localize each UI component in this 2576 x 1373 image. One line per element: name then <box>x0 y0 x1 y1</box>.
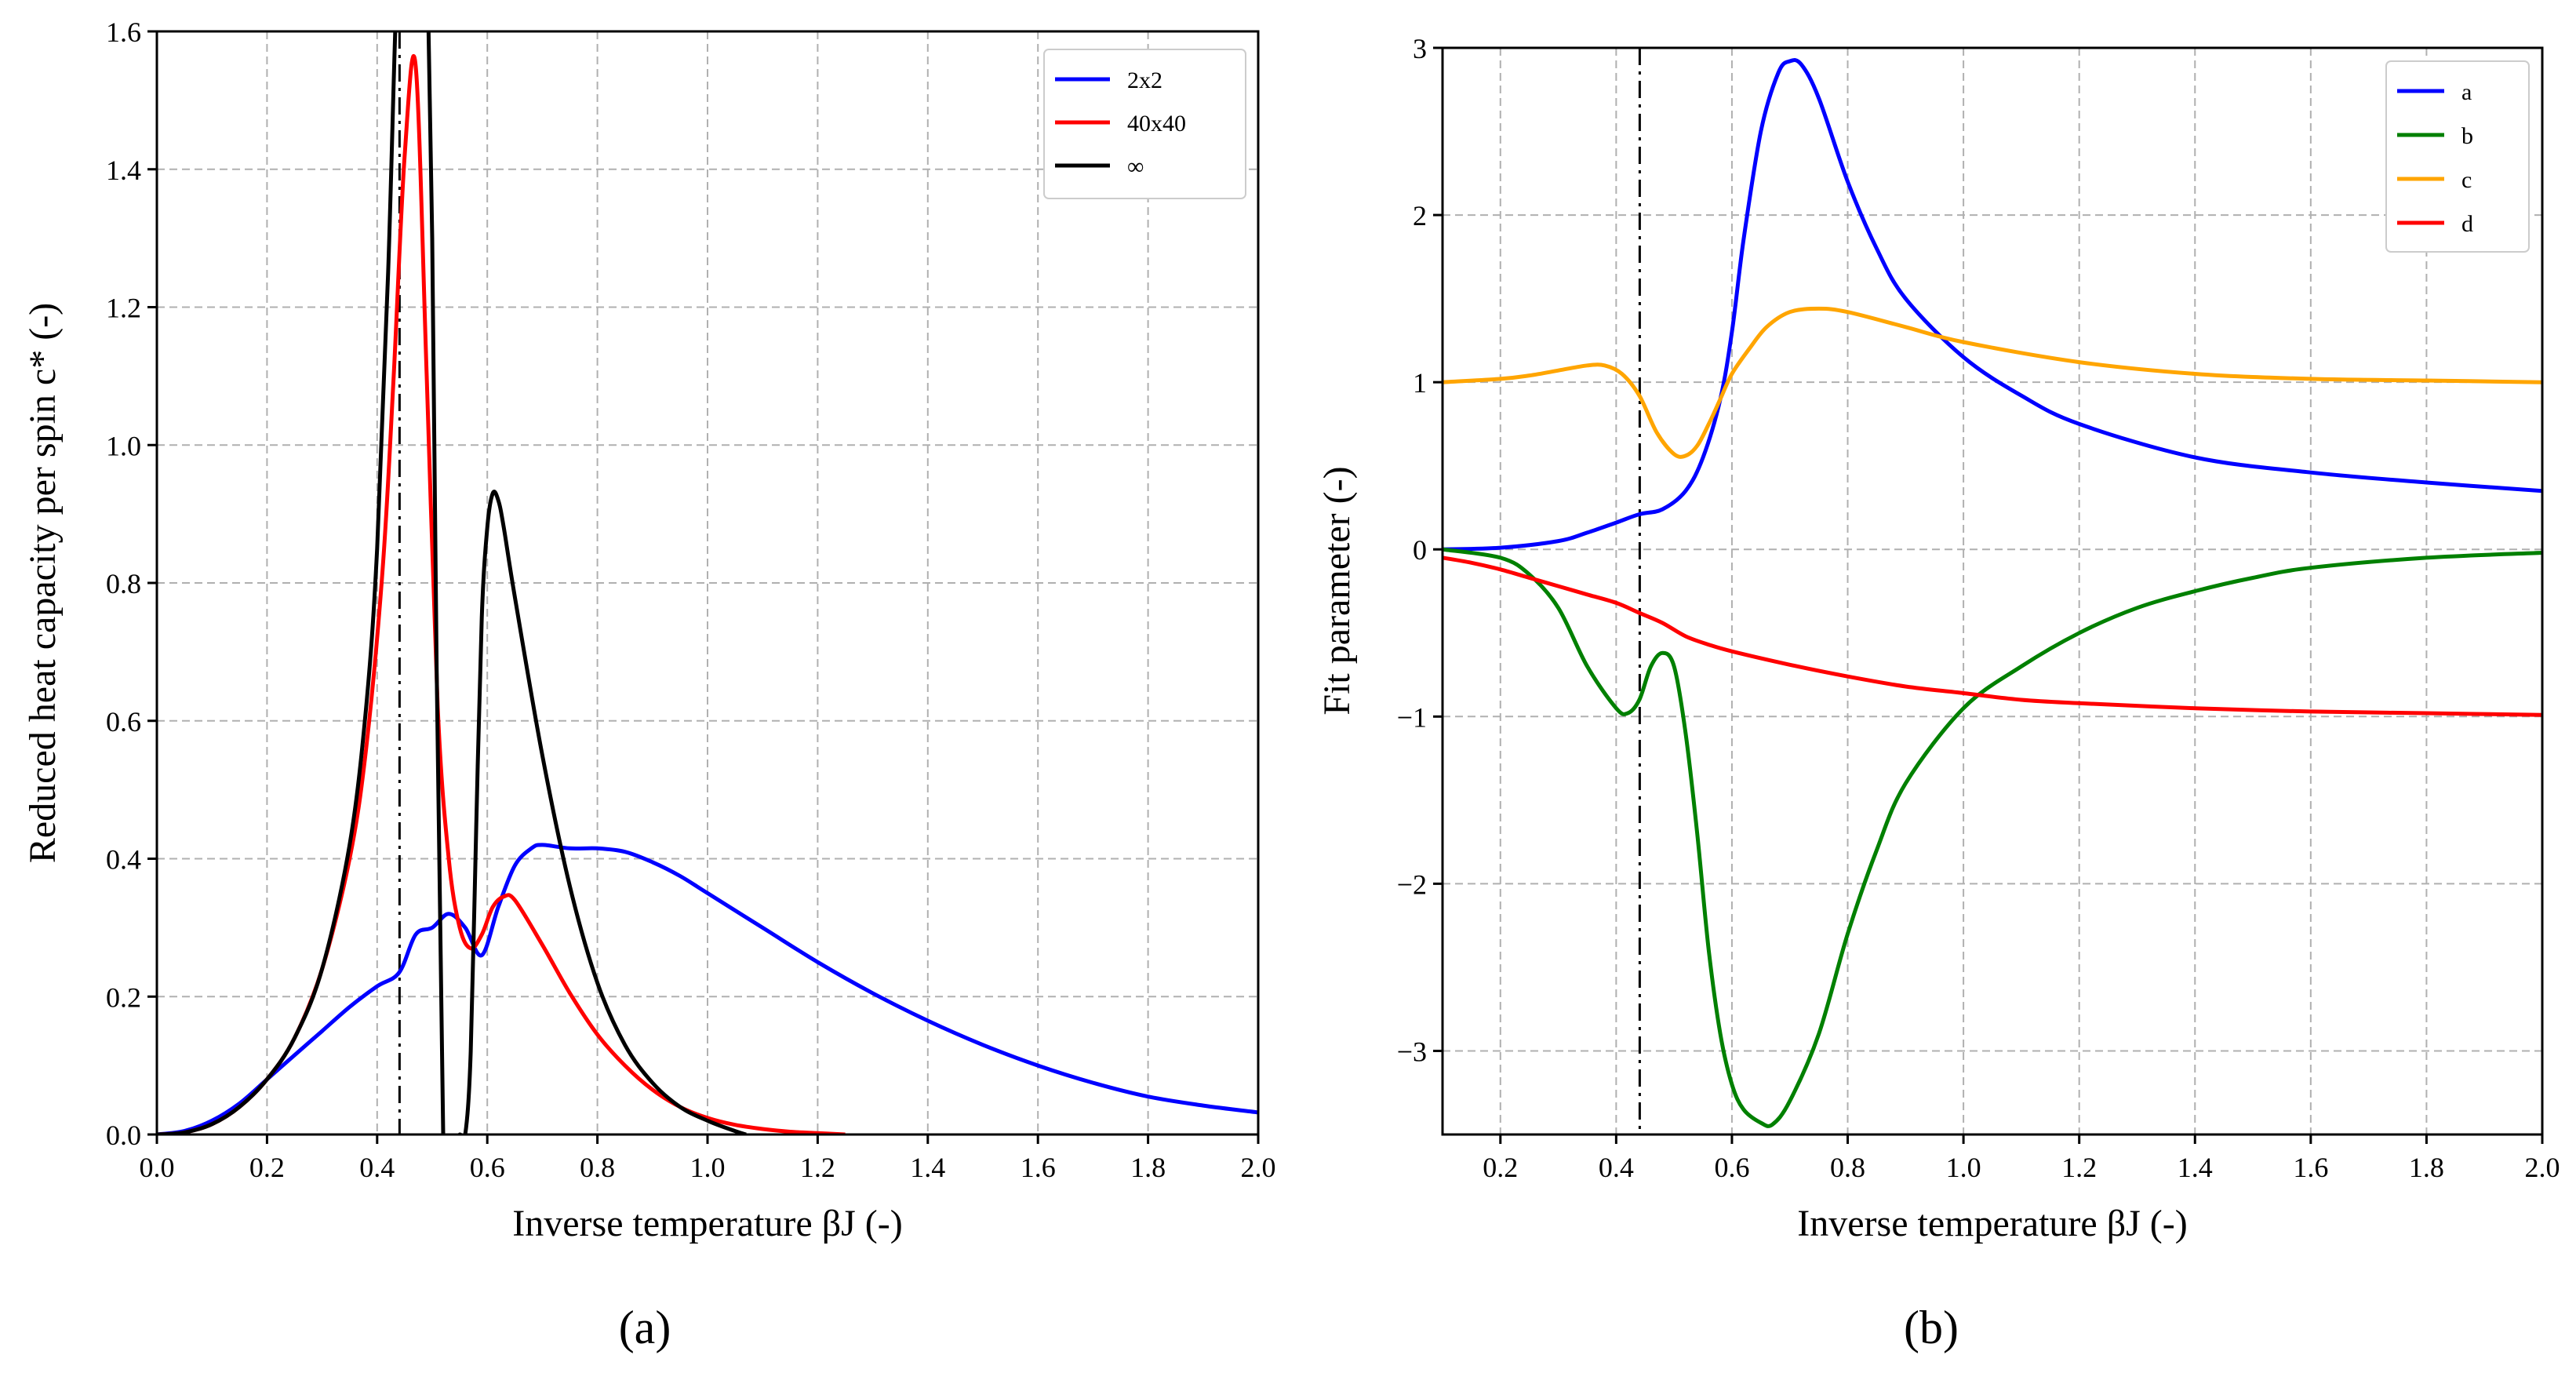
legend-label: ∞ <box>1127 154 1144 180</box>
legend-label: a <box>2461 79 2472 105</box>
series-line-b-c <box>1443 306 2542 459</box>
y-ticks-a: 0.0 0.2 0.4 0.6 0.8 1.0 1.2 1.4 1.6 <box>106 16 157 1151</box>
x-ticks-a: 0.0 0.2 0.4 0.6 0.8 1.0 1.2 1.4 1.6 1.8 2.0 <box>140 1134 1276 1183</box>
x-tick-label: 1.0 <box>690 1152 726 1183</box>
legend-label: 40x40 <box>1127 111 1186 137</box>
x-tick-label: 0.0 <box>140 1152 175 1183</box>
legend-label: b <box>2461 123 2473 149</box>
y-tick-label: 1.4 <box>106 155 141 186</box>
series-line-b-b <box>1443 547 2542 1128</box>
series-line-a-2x2 <box>157 843 1258 1134</box>
panel-label-b: (b) <box>1904 1302 1959 1353</box>
x-tick-label: 1.2 <box>800 1152 835 1183</box>
x-tick-label: 0.2 <box>249 1152 285 1183</box>
legend-a: 2x2 40x40 ∞ <box>1043 49 1246 199</box>
series-line-a-40x40 <box>157 53 846 1134</box>
y-tick-label: 0.4 <box>106 844 141 876</box>
x-ticks-b: 0.2 0.4 0.6 0.8 1.0 1.2 1.4 1.6 1.8 2.0 <box>1483 1134 2560 1183</box>
x-tick-label: 1.2 <box>2061 1152 2097 1183</box>
x-tick-label: 1.0 <box>1946 1152 1981 1183</box>
y-ticks-b: −3 −2 −1 0 1 2 3 <box>1397 33 1443 1067</box>
x-tick-label: 1.4 <box>2178 1152 2213 1183</box>
x-tick-label: 0.6 <box>1714 1152 1749 1183</box>
series-line-b-d <box>1443 555 2542 717</box>
y-axis-label-b: Fit parameter (-) <box>1316 466 1358 715</box>
x-tick-label: 2.0 <box>2525 1152 2560 1183</box>
legend-label: 2x2 <box>1127 67 1162 93</box>
legend-label: d <box>2461 211 2473 237</box>
legend-box-b <box>2385 60 2530 253</box>
x-tick-label: 1.6 <box>2293 1152 2328 1183</box>
legend-label: c <box>2461 167 2472 193</box>
x-tick-label: 0.4 <box>1599 1152 1634 1183</box>
grid-a <box>156 31 1259 1135</box>
x-tick-label: 0.6 <box>470 1152 505 1183</box>
panel-label-a: (a) <box>619 1302 671 1353</box>
y-tick-label: 3 <box>1413 33 1427 64</box>
x-tick-label: 1.8 <box>1130 1152 1166 1183</box>
panel-b: 0.2 0.4 0.6 0.8 1.0 1.2 1.4 1.6 1.8 2.0 −3 −2 −1 0 1 2… <box>1316 33 2560 1353</box>
series-line-a-∞ <box>157 31 747 1134</box>
y-tick-label: 1.0 <box>106 430 141 461</box>
series-line-b-a <box>1443 58 2542 552</box>
grid-b <box>1443 47 2543 1134</box>
x-tick-label: 2.0 <box>1241 1152 1276 1183</box>
x-tick-label: 1.8 <box>2409 1152 2444 1183</box>
y-tick-label: 2 <box>1413 200 1427 231</box>
x-tick-label: 0.8 <box>1830 1152 1865 1183</box>
x-axis-label-b: Inverse temperature βJ (-) <box>1797 1203 2188 1244</box>
y-tick-label: 1.6 <box>106 16 141 48</box>
y-tick-label: 0.6 <box>106 706 141 737</box>
x-tick-label: 0.4 <box>359 1152 395 1183</box>
x-tick-label: 1.4 <box>910 1152 945 1183</box>
x-axis-label-a: Inverse temperature βJ (-) <box>512 1203 903 1244</box>
y-tick-label: 0.8 <box>106 568 141 599</box>
y-tick-label: 1.2 <box>106 293 141 324</box>
y-tick-label: 0.0 <box>106 1120 141 1151</box>
y-tick-label: −2 <box>1397 869 1427 900</box>
y-axis-label-a: Reduced heat capacity per spin c* (-) <box>22 303 64 863</box>
x-tick-label: 0.8 <box>580 1152 615 1183</box>
y-tick-label: −3 <box>1397 1036 1427 1067</box>
panel-a: 0.0 0.2 0.4 0.6 0.8 1.0 1.2 1.4 1.6 1.8 2.0 0.0 0.2… <box>22 16 1276 1353</box>
legend-box-a <box>1043 49 1246 199</box>
y-tick-label: 0.2 <box>106 981 141 1013</box>
x-tick-label: 1.6 <box>1021 1152 1056 1183</box>
plot-frame-b <box>1441 46 2544 1136</box>
x-tick-label: 0.2 <box>1483 1152 1518 1183</box>
series-group-a <box>157 31 1258 1134</box>
y-tick-label: 0 <box>1413 534 1427 566</box>
y-tick-label: 1 <box>1413 367 1427 399</box>
y-tick-label: −1 <box>1397 701 1427 733</box>
series-group-b <box>1443 58 2542 1128</box>
